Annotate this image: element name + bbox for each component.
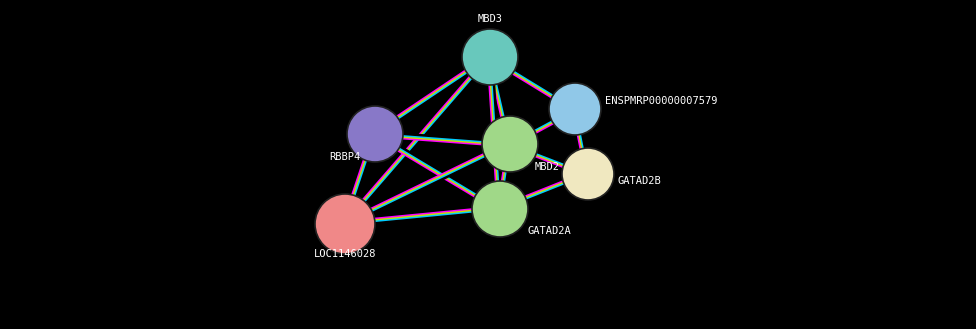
Text: LOC1146028: LOC1146028 [313,249,377,259]
Text: GATAD2A: GATAD2A [528,226,572,236]
Circle shape [347,106,403,162]
Circle shape [462,29,518,85]
Circle shape [549,83,601,135]
Circle shape [472,181,528,237]
Circle shape [315,194,375,254]
Text: GATAD2B: GATAD2B [618,176,662,186]
Circle shape [482,116,538,172]
Text: RBBP4: RBBP4 [329,152,360,162]
Circle shape [562,148,614,200]
Text: MBD3: MBD3 [477,14,503,24]
Text: MBD2: MBD2 [535,162,560,172]
Text: ENSPMRP00000007579: ENSPMRP00000007579 [605,96,717,106]
